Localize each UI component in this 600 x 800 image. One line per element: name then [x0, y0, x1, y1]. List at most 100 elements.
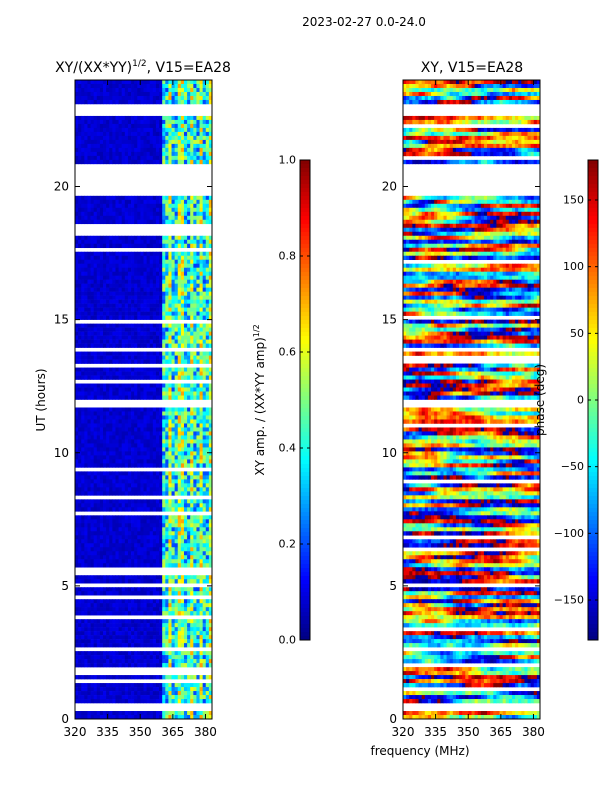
amp-cell [106, 611, 110, 616]
amp-cell [183, 599, 188, 604]
amp-cell [162, 483, 166, 488]
amp-cell [199, 331, 204, 336]
amp-cell [75, 199, 79, 205]
amp-cell [93, 251, 98, 257]
amp-cell [134, 135, 138, 141]
amp-cell [106, 243, 110, 249]
amp-cell [84, 143, 88, 149]
amp-cell [112, 119, 116, 125]
amp-cell [121, 407, 126, 412]
amp-cell [152, 619, 157, 624]
amp-cell [183, 547, 188, 552]
amp-cell [127, 95, 132, 101]
amp-cell [180, 123, 185, 129]
amp-cell [199, 459, 204, 464]
amp-cell [78, 335, 82, 340]
amp-cell [106, 547, 110, 552]
amp-cell [87, 479, 91, 484]
amp-cell [115, 587, 119, 592]
amp-cell [193, 235, 197, 241]
amp-cell [137, 439, 141, 444]
amp-cell [177, 119, 182, 125]
amp-cell [187, 339, 191, 344]
amp-cell [155, 475, 160, 480]
amp-cell [149, 523, 154, 528]
amp-cell [118, 635, 123, 640]
amp-cell [106, 303, 110, 308]
amp-cell [193, 375, 197, 380]
amp-cell [174, 275, 179, 280]
amp-cell [87, 531, 91, 536]
amp-cell [177, 235, 182, 241]
amp-cell [149, 331, 154, 336]
amp-cell [177, 159, 182, 165]
amp-cell [205, 431, 210, 436]
amp-cell [99, 623, 104, 628]
amp-cell [165, 543, 169, 548]
amp-cell [134, 543, 138, 548]
amp-cell [196, 459, 200, 464]
amp-cell [103, 195, 107, 201]
amp-cell [177, 275, 182, 280]
amp-cell [115, 339, 119, 344]
amp-cell [121, 255, 126, 261]
amp-cell [118, 359, 123, 364]
amp-cell [159, 159, 163, 165]
amp-cell [127, 579, 132, 584]
amp-cell [193, 435, 197, 440]
amp-cell [134, 335, 138, 340]
amp-cell [81, 307, 85, 312]
amp-cell [134, 351, 138, 356]
amp-cell [193, 479, 197, 484]
amp-row [75, 447, 213, 452]
amp-cell [146, 323, 151, 328]
amp-cell [112, 555, 116, 560]
amp-cell [109, 559, 113, 564]
amp-cell [121, 339, 126, 344]
amp-cell [127, 407, 132, 412]
amp-cell [205, 579, 210, 584]
amp-cell [202, 599, 207, 604]
amp-cell [183, 627, 188, 632]
amp-cell [140, 627, 144, 632]
amp-cell [118, 475, 123, 480]
amp-cell [140, 251, 144, 257]
amp-row [75, 279, 213, 284]
amp-cell [93, 587, 98, 592]
amp-cell [134, 395, 138, 400]
amp-cell [180, 439, 185, 444]
amp-cell [146, 563, 151, 568]
amp-cell [115, 407, 119, 412]
amp-cell [106, 339, 110, 344]
amp-cell [140, 87, 144, 93]
amp-cell [124, 375, 129, 380]
amp-cell [81, 323, 85, 328]
amp-cell [146, 503, 151, 508]
amp-cell [96, 431, 101, 436]
amp-cell [109, 531, 113, 536]
amp-cell [183, 563, 188, 568]
amp-cell [149, 431, 154, 436]
amp-cell [75, 559, 79, 564]
amp-cell [99, 491, 104, 496]
amp-cell [159, 287, 163, 292]
amp-cell [183, 531, 188, 536]
amp-row [75, 323, 213, 328]
amp-cell [171, 267, 176, 272]
amp-cell [171, 419, 176, 424]
amp-cell [84, 559, 88, 564]
amp-cell [140, 255, 144, 261]
amp-cell [183, 299, 188, 304]
amp-cell [103, 435, 107, 440]
amp-cell [106, 375, 110, 380]
amp-cell [137, 359, 141, 364]
amp-cell [174, 131, 179, 137]
amp-cell [112, 599, 116, 604]
amp-cell [137, 631, 141, 636]
amp-cell [115, 343, 119, 348]
amp-cell [121, 275, 126, 280]
amp-cell [109, 327, 113, 332]
amp-cell [93, 375, 98, 380]
amp-cell [78, 239, 82, 245]
amp-cell [99, 355, 104, 360]
